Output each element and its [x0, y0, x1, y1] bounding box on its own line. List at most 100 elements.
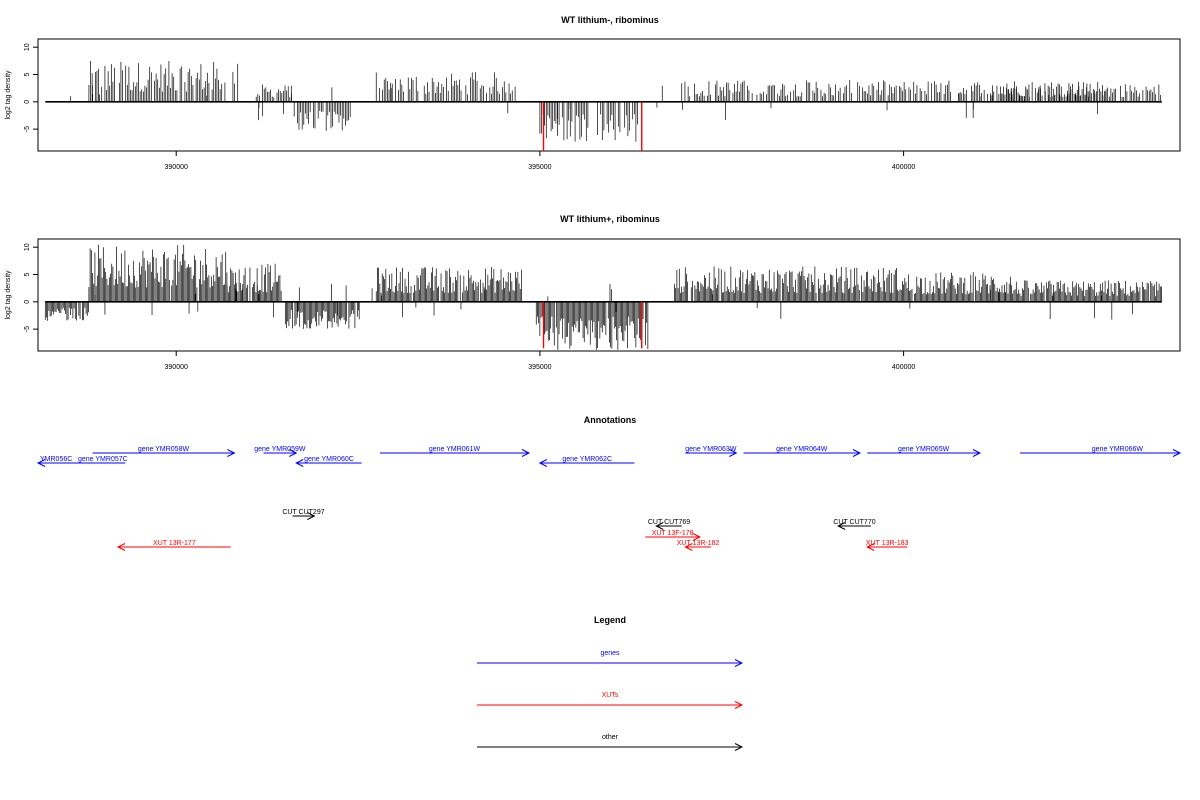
- feature-gene: gene YMR064W: [743, 446, 862, 457]
- arrow-head: [734, 701, 744, 709]
- feature-gene: gene YMR059W: [254, 446, 306, 457]
- feature-gene: gene YMR062C: [538, 456, 635, 467]
- legend-item-gene: genes: [477, 650, 744, 667]
- panel-title: WT lithium+, ribominus: [560, 214, 660, 224]
- feature-arrow: [645, 533, 702, 541]
- feature-label: gene YMR063W: [685, 446, 737, 453]
- signal-block-negative: [44, 301, 89, 321]
- feature-label: XUT 13R-183: [866, 540, 909, 547]
- feature-arrow: [867, 449, 982, 457]
- axes-layer: -5 0 5 10 390000 395000 400000: [24, 43, 915, 171]
- y-axis-label: log2 tag density: [5, 270, 12, 320]
- signal-block-negative: [539, 101, 638, 142]
- signal-block-positive: [226, 263, 282, 302]
- feature-label: gene YMR065W: [898, 446, 950, 453]
- track-panel-lithium-minus: WT lithium-, ribominus log2 tag density …: [5, 15, 1181, 171]
- plot-frame: [37, 238, 1181, 352]
- feature-arrow: [36, 459, 126, 467]
- feature-arrow: [295, 459, 362, 467]
- feature-label: gene YMR066W: [1092, 446, 1144, 453]
- feature-arrow: [1019, 449, 1182, 457]
- feature-label: gene YMR064W: [776, 446, 828, 453]
- arrow-head: [1172, 449, 1182, 457]
- feature-label: gene YMR061W: [429, 446, 481, 453]
- feature-gene: YMR056C gene YMR057C: [36, 456, 128, 467]
- feature-arrow: [292, 512, 316, 520]
- legend-item-other: other: [477, 734, 744, 751]
- data-layer: [45, 61, 1162, 151]
- y-axis-label: log2 tag density: [5, 70, 12, 120]
- plot-frame: [37, 38, 1181, 152]
- arrow-head: [837, 522, 846, 530]
- feature-arrow: [92, 449, 236, 457]
- arrow-head: [684, 543, 693, 551]
- signal-block-negative: [284, 301, 358, 329]
- track-panel-lithium-plus: WT lithium+, ribominus log2 tag density …: [5, 214, 1181, 371]
- feature-arrow: [655, 522, 682, 530]
- feature-label: XUT 13R-177: [153, 540, 196, 547]
- arrow-head: [227, 449, 236, 457]
- feature-gene: gene YMR065W: [867, 446, 982, 457]
- signal-block-positive: [88, 244, 228, 302]
- data-layer: [44, 244, 1162, 350]
- feature-arrow: [263, 449, 298, 457]
- annotations-panel: Annotations YMR056C gene YMR057C gene YMR0…: [36, 415, 1182, 551]
- y-tick-label: 0: [24, 100, 31, 104]
- feature-gene: gene YMR066W: [1019, 446, 1182, 457]
- arrow-head: [307, 512, 316, 520]
- signal-block-positive: [903, 272, 1012, 302]
- arrow-head: [655, 522, 664, 530]
- feature-gene: gene YMR061W: [379, 446, 531, 457]
- panel-title: WT lithium-, ribominus: [561, 15, 659, 25]
- feature-label: CUT CUT770: [833, 519, 875, 526]
- feature-arrow: [685, 449, 738, 457]
- y-tick-label: -5: [24, 126, 31, 132]
- feature-arrow: [538, 459, 635, 467]
- y-tick-label: 10: [24, 43, 31, 51]
- axes-layer: -5 0 5 10 390000 395000 400000: [24, 243, 915, 371]
- feature-label: YMR056C: [40, 456, 72, 463]
- y-tick-label: 5: [24, 72, 31, 76]
- arrow-head: [295, 459, 304, 467]
- arrow-head: [36, 459, 46, 467]
- arrow-head: [521, 449, 531, 457]
- x-tick-label: 395000: [528, 364, 551, 371]
- legend-label: XUTs: [602, 692, 619, 699]
- feature-xut: XUT 13R-183: [866, 540, 909, 551]
- signal-block-positive: [674, 266, 903, 302]
- y-tick-label: 5: [24, 272, 31, 276]
- feature-gene: gene YMR060C: [295, 456, 362, 467]
- signal-block-positive: [255, 84, 292, 102]
- feature-arrow: [743, 449, 862, 457]
- feature-gene: gene YMR058W: [92, 446, 236, 457]
- annotations-title: Annotations: [584, 415, 637, 425]
- feature-other: CUT CUT770: [833, 519, 876, 530]
- arrow-head: [538, 459, 548, 467]
- signal-block-negative: [293, 101, 351, 131]
- arrow-head: [692, 533, 702, 541]
- feature-arrow: [684, 543, 711, 551]
- x-tick-label: 390000: [165, 164, 188, 171]
- feature-arrow: [379, 449, 531, 457]
- feature-arrow: [866, 543, 908, 551]
- signal-block-positive: [1012, 280, 1162, 302]
- feature-label: gene YMR062C: [562, 456, 612, 463]
- x-tick-label: 400000: [892, 164, 915, 171]
- legend-title: Legend: [594, 615, 626, 625]
- arrow-head: [288, 449, 298, 457]
- feature-xut: XUT 13F-178: [645, 530, 702, 541]
- feature-arrow: [116, 543, 231, 551]
- feature-other: CUT CUT769: [648, 519, 690, 530]
- signal-block-negative: [535, 301, 649, 350]
- feature-label: gene YMR059W: [254, 446, 306, 453]
- legend-item-xut: XUTs: [477, 692, 744, 709]
- arrow-head: [734, 743, 744, 751]
- legend-arrow: [477, 701, 744, 709]
- signal-block-positive: [375, 267, 522, 302]
- feature-xut: XUT 13R-182: [677, 540, 720, 551]
- feature-gene: gene YMR063W: [685, 446, 738, 457]
- feature-label: gene YMR057C: [78, 456, 128, 463]
- legend-panel: Legend genes XUTs other: [477, 615, 744, 751]
- arrow-head: [734, 659, 744, 667]
